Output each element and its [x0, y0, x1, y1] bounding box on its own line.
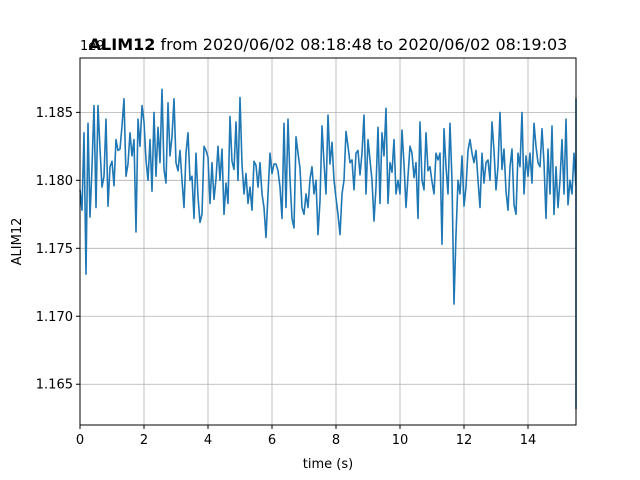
axes-frame	[79, 57, 577, 426]
y-tick-label: 1.170	[36, 310, 73, 325]
x-tick-label: 8	[332, 433, 340, 448]
y-axis-label: ALIM12	[10, 218, 25, 266]
grid	[79, 58, 576, 425]
x-axis-label: time (s)	[303, 457, 353, 472]
y-offset-text: 1e9	[80, 39, 105, 54]
y-tick-label: 1.175	[36, 242, 73, 257]
x-axis: 0 2 4 6 8 10 12 14	[76, 425, 536, 448]
y-tick-label: 1.165	[36, 378, 73, 393]
chart-title-bold: ALIM12	[89, 35, 156, 54]
chart-title-rest: from 2020/06/02 08:18:48 to 2020/06/02 0…	[155, 35, 567, 54]
x-tick-label: 14	[520, 433, 537, 448]
x-tick-label: 12	[456, 433, 473, 448]
x-tick-label: 6	[268, 433, 276, 448]
y-tick-label: 1.185	[36, 106, 73, 121]
x-tick-label: 2	[140, 433, 148, 448]
x-tick-label: 4	[204, 433, 212, 448]
x-tick-label: 0	[76, 433, 84, 448]
chart-title: ALIM12 from 2020/06/02 08:18:48 to 2020/…	[89, 35, 568, 54]
x-tick-label: 10	[392, 433, 409, 448]
y-tick-label: 1.180	[36, 174, 73, 189]
y-axis: 1.165 1.170 1.175 1.180 1.185	[36, 106, 80, 393]
